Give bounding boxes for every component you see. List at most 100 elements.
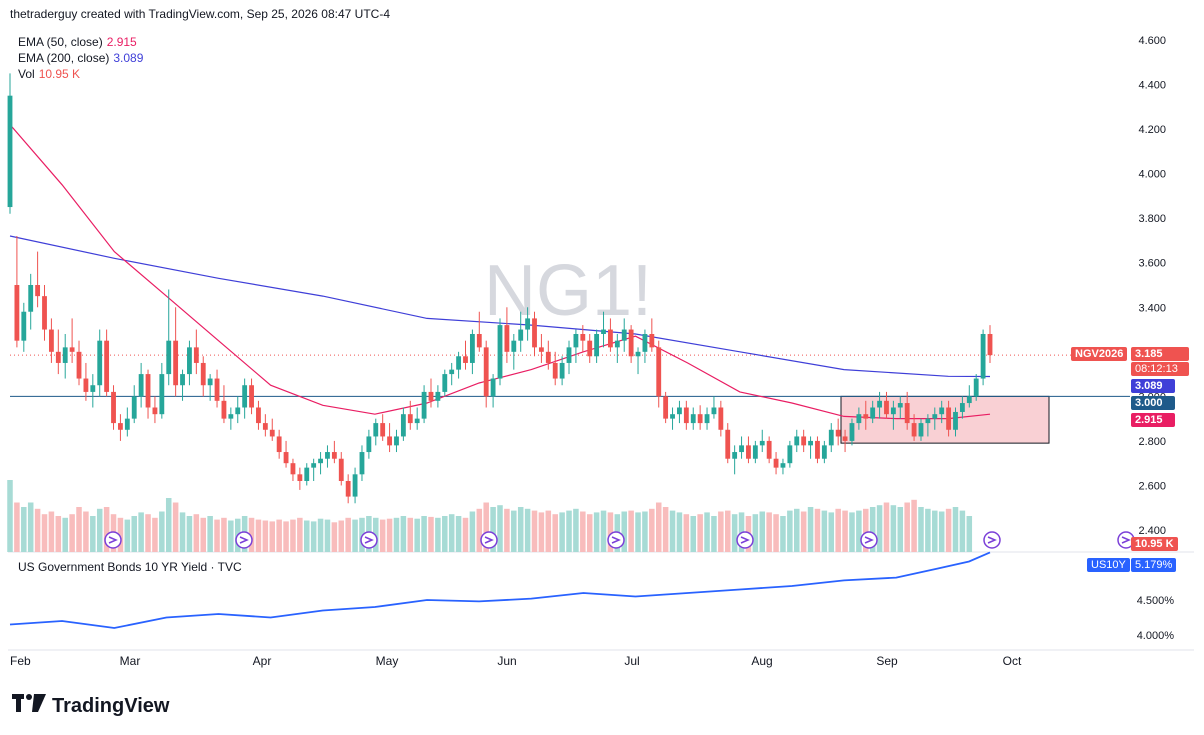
candle-body — [835, 429, 841, 437]
volume-bar — [566, 510, 572, 552]
event-arrow-icon — [484, 536, 494, 544]
volume-bar — [345, 517, 351, 552]
candle-body — [780, 463, 786, 468]
candle-body — [7, 95, 13, 208]
volume-bar — [573, 508, 579, 552]
candle-body — [801, 436, 807, 446]
volume-bar — [649, 508, 655, 552]
dividend-event-icon[interactable] — [860, 531, 878, 549]
tradingview-logo[interactable]: TradingView — [12, 694, 169, 718]
volume-bar — [69, 514, 75, 552]
volume-bar — [849, 512, 855, 552]
candle-body — [594, 334, 600, 357]
volume-bar — [317, 518, 324, 552]
dividend-event-icon[interactable] — [235, 531, 253, 549]
candle-body — [538, 347, 544, 352]
price-tick-label: 4.200 — [1138, 124, 1166, 136]
candle-body — [987, 334, 993, 356]
candle-body — [435, 391, 441, 401]
volume-bar — [690, 516, 696, 552]
volume-bar — [193, 514, 200, 552]
volume-bar — [7, 480, 13, 552]
legend-volume[interactable]: Vol 10.95 K — [18, 66, 143, 82]
dividend-event-icon[interactable] — [983, 531, 1001, 549]
candle-body — [394, 436, 399, 446]
candle-body — [352, 474, 358, 497]
candle-body — [380, 423, 386, 437]
volume-bar — [883, 502, 890, 552]
candle-body — [752, 445, 758, 459]
price-tick-label: 2.800 — [1138, 436, 1166, 448]
tradingview-logo-icon — [12, 694, 46, 718]
volume-bar — [697, 514, 703, 552]
volume-bar — [580, 511, 586, 552]
candle-body — [407, 414, 413, 424]
dividend-event-icon[interactable] — [736, 531, 754, 549]
candle-body — [283, 452, 289, 464]
candle-body — [28, 285, 34, 312]
volume-bar — [586, 514, 593, 552]
volume-bar — [131, 516, 137, 552]
volume-bar — [269, 521, 276, 552]
volume-bar — [918, 507, 924, 552]
legend-ema200-label: EMA (200, close) — [18, 51, 110, 65]
candle-body — [366, 436, 372, 453]
dividend-event-icon[interactable] — [104, 531, 122, 549]
candle-body — [621, 329, 627, 341]
candle-body — [166, 340, 172, 375]
dividend-event-icon[interactable] — [607, 531, 625, 549]
time-tick-label: Aug — [751, 654, 772, 668]
candle-body — [911, 423, 917, 437]
volume-bar — [379, 519, 386, 552]
volume-bar — [538, 512, 545, 552]
candle-body — [601, 329, 606, 334]
candle-body — [946, 407, 952, 430]
volume-bar — [628, 510, 634, 552]
header-credit: thetraderguy created with TradingView.co… — [10, 7, 390, 21]
candle-body — [525, 318, 531, 330]
candle-body — [904, 403, 910, 424]
volume-bar — [869, 507, 876, 552]
volume-bar — [165, 498, 172, 552]
sub-pane-legend[interactable]: US Government Bonds 10 YR Yield · TVC — [18, 560, 242, 574]
volume-bar — [48, 511, 55, 552]
volume-bar — [331, 522, 338, 552]
candle-body — [152, 407, 158, 415]
volume-bar — [407, 517, 414, 552]
volume-bar — [476, 508, 483, 552]
dividend-event-icon[interactable] — [360, 531, 378, 549]
volume-bar — [228, 520, 234, 552]
event-arrow-icon — [987, 536, 997, 544]
volume-bar — [945, 508, 952, 552]
candle-body — [746, 445, 751, 459]
candle-body — [980, 334, 986, 379]
candle-body — [97, 340, 103, 386]
volume-bar — [262, 520, 269, 552]
volume-bar — [138, 512, 144, 552]
volume-bar — [835, 508, 841, 552]
candle-body — [345, 481, 351, 497]
volume-bar — [938, 511, 945, 552]
candle-body — [966, 396, 972, 404]
ema200-price-label: 3.089 — [1131, 379, 1175, 393]
time-tick-label: Oct — [1003, 654, 1022, 668]
yield-tick-label: 4.500% — [1137, 595, 1175, 607]
volume-bar — [863, 508, 869, 552]
dividend-event-icon[interactable] — [480, 531, 498, 549]
volume-bar — [497, 505, 503, 552]
volume-bar — [21, 507, 27, 552]
candle-body — [297, 474, 303, 481]
volume-bar — [814, 508, 821, 552]
candle-body — [566, 347, 572, 363]
ema200-line — [9, 235, 991, 378]
legend: EMA (50, close) 2.915 EMA (200, close) 3.0… — [18, 34, 143, 82]
volume-bar — [421, 516, 427, 552]
volume-bar — [117, 517, 124, 552]
ema50-price-label: 2.915 — [1131, 413, 1175, 427]
volume-bar — [828, 512, 835, 552]
candle-body — [690, 414, 696, 424]
legend-ema50[interactable]: EMA (50, close) 2.915 — [18, 34, 143, 50]
volume-bar — [524, 508, 531, 552]
legend-ema200[interactable]: EMA (200, close) 3.089 — [18, 50, 143, 66]
